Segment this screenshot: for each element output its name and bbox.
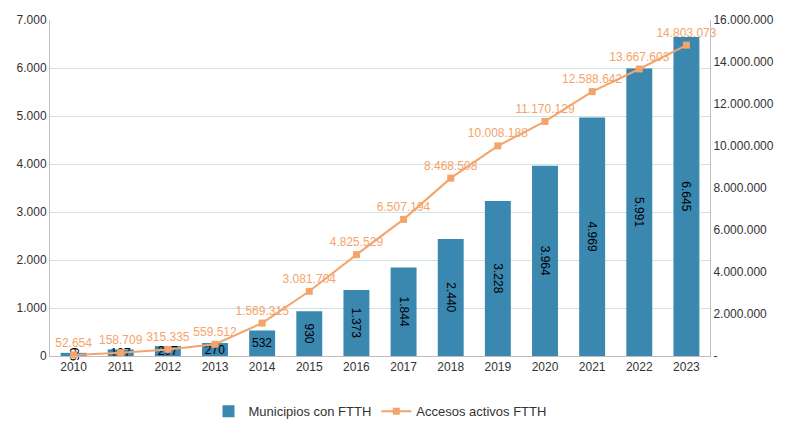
svg-text:2012: 2012 (155, 360, 182, 374)
svg-text:1.373: 1.373 (349, 308, 363, 338)
svg-text:137: 137 (111, 346, 131, 360)
svg-text:-: - (713, 349, 717, 363)
svg-text:2.440: 2.440 (444, 282, 458, 312)
svg-text:12.588.642: 12.588.642 (562, 72, 622, 86)
svg-text:4.825.529: 4.825.529 (330, 235, 384, 249)
svg-text:3.964: 3.964 (538, 246, 552, 276)
svg-text:2022: 2022 (626, 360, 653, 374)
svg-text:2023: 2023 (673, 360, 700, 374)
svg-text:52.654: 52.654 (55, 336, 92, 350)
svg-text:4.000: 4.000 (17, 157, 47, 171)
svg-text:1.569.315: 1.569.315 (235, 304, 289, 318)
svg-text:10.008.188: 10.008.188 (468, 126, 528, 140)
svg-text:158.709: 158.709 (99, 333, 143, 347)
svg-text:6.645: 6.645 (679, 181, 693, 211)
svg-text:2015: 2015 (296, 360, 323, 374)
svg-text:3.000: 3.000 (17, 205, 47, 219)
svg-text:532: 532 (252, 336, 272, 350)
svg-text:66: 66 (67, 348, 81, 362)
svg-text:16.000.000: 16.000.000 (713, 13, 773, 27)
svg-text:1.000: 1.000 (17, 301, 47, 315)
svg-text:7.000: 7.000 (17, 13, 47, 27)
svg-text:11.170.129: 11.170.129 (515, 102, 574, 116)
svg-text:14.000.000: 14.000.000 (713, 55, 773, 69)
svg-text:270: 270 (205, 343, 225, 357)
svg-text:2018: 2018 (437, 360, 464, 374)
svg-text:13.667.603: 13.667.603 (609, 50, 669, 64)
svg-text:Municipios con FTTH: Municipios con FTTH (249, 404, 372, 419)
svg-text:6.507.194: 6.507.194 (377, 200, 431, 214)
svg-text:4.969: 4.969 (585, 222, 599, 252)
svg-text:0: 0 (40, 349, 47, 363)
svg-text:5.000: 5.000 (17, 109, 47, 123)
svg-text:559.512: 559.512 (193, 325, 237, 339)
svg-text:2014: 2014 (249, 360, 276, 374)
svg-text:315.335: 315.335 (146, 330, 190, 344)
svg-text:2010: 2010 (60, 360, 87, 374)
svg-text:14.803.073: 14.803.073 (656, 26, 716, 40)
svg-text:Accesos activos FTTH: Accesos activos FTTH (416, 404, 546, 419)
svg-text:1.844: 1.844 (397, 297, 411, 327)
svg-text:2017: 2017 (390, 360, 417, 374)
svg-text:3.228: 3.228 (491, 263, 505, 293)
svg-text:4.000.000: 4.000.000 (713, 265, 767, 279)
svg-text:3.081.704: 3.081.704 (283, 272, 337, 286)
svg-text:8.468.508: 8.468.508 (424, 159, 478, 173)
svg-text:10.000.000: 10.000.000 (713, 139, 773, 153)
svg-text:2.000: 2.000 (17, 253, 47, 267)
svg-text:2021: 2021 (579, 360, 606, 374)
svg-text:6.000: 6.000 (17, 61, 47, 75)
svg-text:12.000.000: 12.000.000 (713, 97, 773, 111)
svg-text:8.000.000: 8.000.000 (713, 181, 767, 195)
svg-text:2019: 2019 (485, 360, 512, 374)
svg-text:6.000.000: 6.000.000 (713, 223, 767, 237)
svg-text:2013: 2013 (202, 360, 229, 374)
svg-text:5.991: 5.991 (632, 197, 646, 227)
svg-text:2.000.000: 2.000.000 (713, 307, 767, 321)
svg-text:2020: 2020 (532, 360, 559, 374)
svg-text:930: 930 (302, 324, 316, 344)
svg-text:2011: 2011 (108, 360, 134, 374)
svg-text:2016: 2016 (343, 360, 370, 374)
svg-text:207: 207 (158, 344, 178, 358)
